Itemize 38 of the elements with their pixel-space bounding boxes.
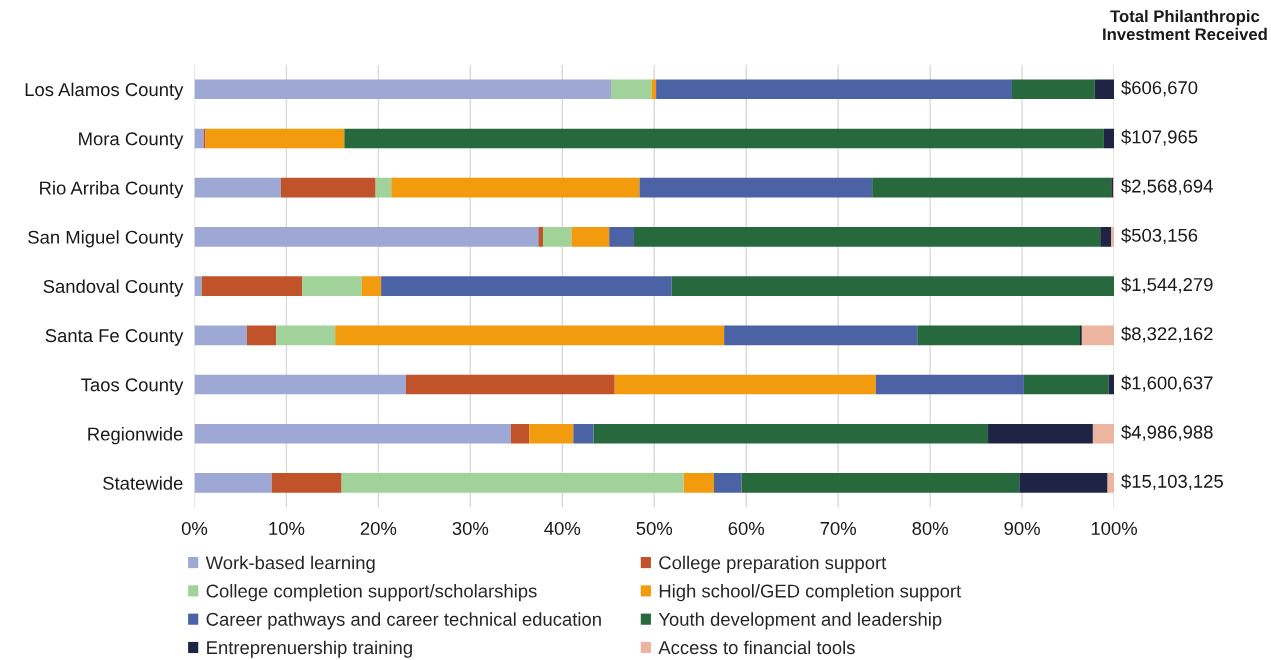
y-tick-label: Los Alamos County	[25, 82, 184, 100]
x-tick-label: 10%	[269, 521, 305, 535]
x-tick-label: 60%	[728, 521, 765, 535]
x-tick-label: 50%	[636, 521, 673, 535]
x-tick-label: 90%	[1004, 521, 1040, 535]
y-tick-label: Sandoval County	[43, 279, 184, 297]
y-tick-label: Mora County	[79, 132, 184, 150]
legend-label: Work-based learning	[205, 555, 375, 573]
text: $4,986,988	[1121, 424, 1213, 441]
legend-label: Entreprenuership training	[207, 640, 412, 658]
text: $503,156	[1121, 228, 1198, 245]
legend-label: College preparation support	[659, 555, 887, 573]
x-tick-label: 0%	[181, 521, 208, 535]
x-tick-label: 80%	[912, 521, 948, 535]
y-tick-label: Santa Fe County	[45, 329, 184, 346]
x-tick-label: 70%	[820, 521, 856, 535]
legend-label: College completion support/scholarships	[206, 584, 537, 602]
x-tick-label: 30%	[452, 521, 489, 535]
legend-label: High school/GED completion support	[659, 584, 962, 602]
legend-label: Access to financial tools	[658, 640, 855, 655]
text: $606,670	[1121, 80, 1198, 97]
x-tick-label: 40%	[544, 521, 581, 535]
legend-label: Career pathways and career technical education	[206, 612, 601, 630]
text: $2,568,694	[1121, 178, 1213, 195]
y-tick-label: Rio Arriba County	[40, 181, 184, 199]
y-tick-label: Regionwide	[88, 427, 183, 445]
x-tick-label: 20%	[360, 521, 397, 535]
y-tick-label: San Miguel County	[28, 230, 184, 248]
text: $1,600,637	[1121, 375, 1213, 392]
y-tick-label: Statewide	[103, 476, 183, 490]
y-tick-label: Taos County	[81, 378, 184, 396]
text: $8,322,162	[1121, 326, 1213, 343]
legend-label: Youth development and leadership	[658, 612, 942, 630]
x-tick-label: 100%	[1091, 521, 1137, 535]
text: $107,965	[1121, 129, 1198, 146]
text: $15,103,125	[1121, 474, 1223, 491]
text: $1,544,279	[1121, 277, 1213, 294]
text: Total Philanthropic Investment Received	[1103, 9, 1267, 41]
